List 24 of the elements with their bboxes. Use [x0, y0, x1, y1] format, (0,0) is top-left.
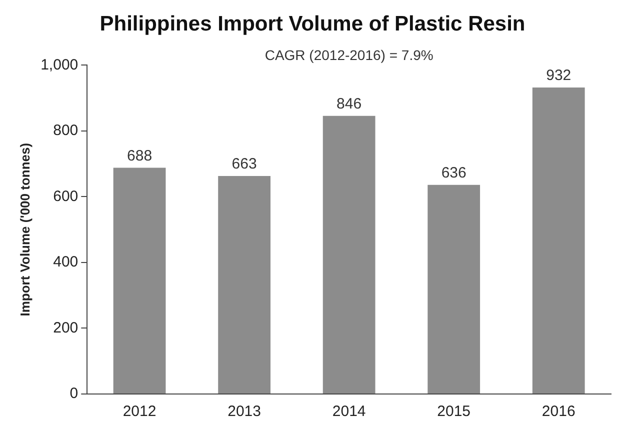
text: CAGR (2012-2016) = 7.9% — [264, 47, 434, 64]
x-tick-label: 2012 — [122, 403, 156, 420]
chart-title: Philippines Import Volume of Plastic Resin — [100, 12, 526, 36]
data-label: 846 — [336, 95, 362, 112]
data-label: 663 — [232, 156, 257, 173]
y-axis-title: Import Volume ('000 tonnes) — [17, 142, 32, 316]
y-tick-label: 1,000 — [40, 56, 78, 74]
bar — [113, 168, 166, 394]
y-tick-label: 200 — [53, 319, 78, 336]
y-tick-label: 800 — [53, 122, 78, 140]
data-label: 688 — [127, 147, 152, 164]
y-tick-label: 400 — [53, 254, 78, 271]
bar — [322, 116, 376, 394]
bar — [532, 88, 585, 394]
x-tick-label: 2013 — [228, 403, 261, 420]
x-tick-label: 2016 — [542, 403, 576, 420]
x-tick-label: 2015 — [437, 403, 471, 420]
y-tick-label: 600 — [53, 188, 78, 205]
bar — [428, 184, 480, 394]
y-tick-label: 0 — [70, 385, 78, 402]
bar — [218, 176, 270, 394]
x-tick-label: 2014 — [332, 403, 366, 420]
data-label: 932 — [546, 67, 572, 84]
data-label: 636 — [441, 164, 466, 182]
